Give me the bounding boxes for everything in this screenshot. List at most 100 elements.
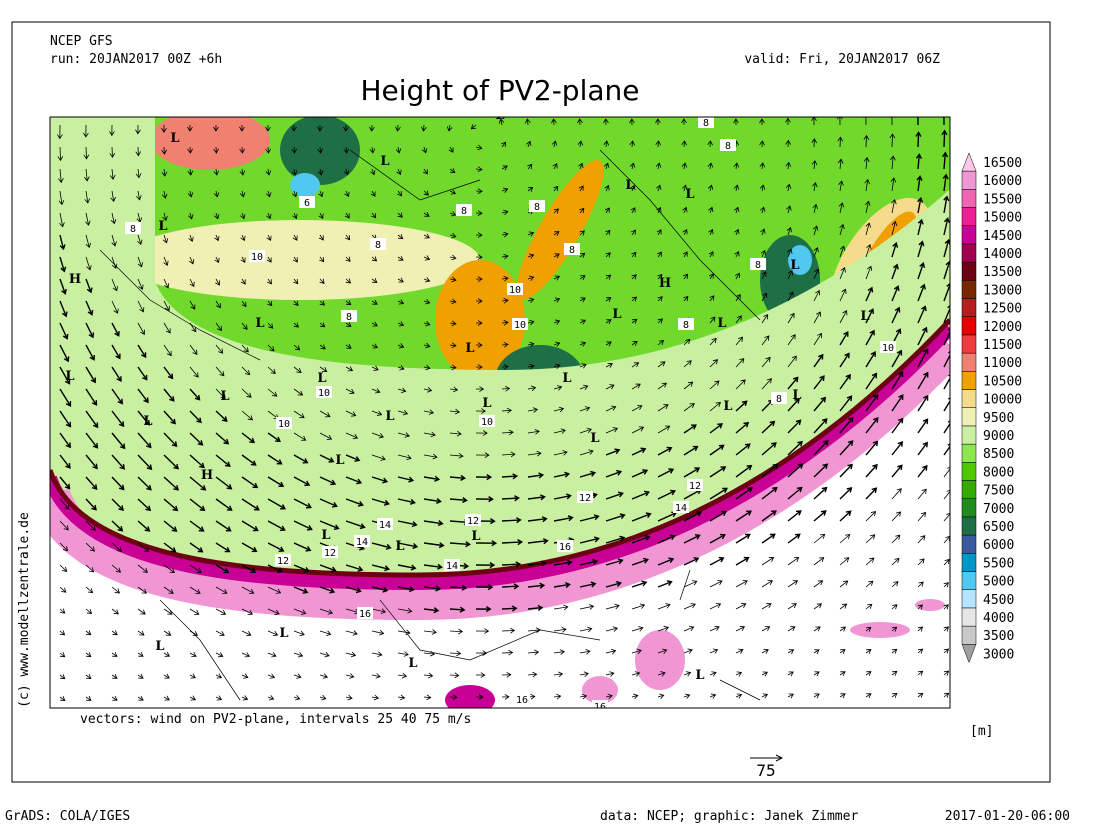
wind-arrow xyxy=(163,322,171,334)
wind-arrow xyxy=(137,234,143,246)
wind-arrow xyxy=(683,511,703,522)
wind-arrow xyxy=(631,693,639,700)
wind-arrow xyxy=(839,603,848,610)
wind-arrow xyxy=(163,432,178,448)
wind-arrow xyxy=(683,603,696,610)
wind-arrow xyxy=(527,341,535,348)
timestamp: 2017-01-20-06:00 xyxy=(945,809,1070,824)
wind-arrow xyxy=(631,469,649,478)
wind-arrow xyxy=(682,251,688,258)
wind-arrow xyxy=(785,139,791,148)
wind-arrow xyxy=(319,608,334,615)
wind-arrow xyxy=(319,432,333,440)
wind-arrow xyxy=(785,183,792,192)
contour-label-box xyxy=(444,559,460,571)
wind-arrow xyxy=(293,278,299,285)
contour-label: 10 xyxy=(481,417,493,428)
contour-label: 10 xyxy=(278,419,290,430)
wind-arrow xyxy=(111,322,120,337)
wind-arrow xyxy=(501,187,509,193)
contour-label: 8 xyxy=(461,206,467,217)
wind-arrow xyxy=(943,670,950,676)
pressure-center: L xyxy=(625,178,634,193)
pressure-center: L xyxy=(471,529,480,544)
wind-arrow xyxy=(657,318,663,324)
wind-arrow xyxy=(813,396,827,412)
pressure-center: L xyxy=(143,414,152,429)
wind-arrow xyxy=(293,432,307,441)
wind-arrow xyxy=(109,124,115,137)
wind-arrow xyxy=(397,343,405,349)
wind-arrow xyxy=(59,322,69,340)
wind-arrow xyxy=(553,275,561,281)
contour-label-box xyxy=(370,238,386,250)
wind-arrow xyxy=(215,432,230,445)
wind-arrow xyxy=(813,580,824,588)
wind-arrow xyxy=(189,278,195,288)
wind-arrow xyxy=(371,673,381,679)
pressure-center: L xyxy=(385,409,394,424)
colorbar-label: 5000 xyxy=(983,575,1014,590)
wind-arrow xyxy=(631,626,644,632)
colorbar-label: 16000 xyxy=(983,174,1022,189)
wind-arrow xyxy=(59,476,71,490)
wind-arrow xyxy=(865,222,871,236)
wind-arrow xyxy=(265,168,272,176)
wind-arrow xyxy=(85,366,96,384)
wind-arrow xyxy=(345,476,363,485)
wind-arrow xyxy=(709,580,723,588)
pressure-center: L xyxy=(695,668,704,683)
wind-arrow xyxy=(579,449,594,456)
wind-arrow xyxy=(345,586,362,594)
wind-arrow xyxy=(839,440,854,456)
wind-arrow xyxy=(189,652,197,658)
wind-arrow xyxy=(189,673,196,679)
wind-arrow xyxy=(579,319,586,325)
wind-arrow xyxy=(345,694,353,701)
colorbar-swatch xyxy=(961,589,977,609)
wind-arrow xyxy=(371,343,379,349)
wind-arrow xyxy=(603,118,609,126)
wind-arrow xyxy=(241,366,251,376)
wind-arrow xyxy=(579,536,600,544)
wind-arrow xyxy=(213,146,219,154)
wind-arrow xyxy=(526,140,532,148)
wind-arrow xyxy=(683,467,701,478)
wind-arrow xyxy=(83,124,89,138)
wind-arrow xyxy=(161,190,168,199)
wind-arrow xyxy=(318,190,324,198)
wind-arrow xyxy=(59,454,71,469)
wind-arrow xyxy=(579,693,588,700)
contour-label-box xyxy=(316,386,332,398)
wind-arrow xyxy=(579,297,586,303)
wind-arrow xyxy=(761,693,769,699)
wind-arrow xyxy=(215,673,223,679)
wind-arrow xyxy=(475,430,488,436)
wind-arrow xyxy=(865,648,872,654)
wind-arrow xyxy=(85,256,92,271)
wind-arrow xyxy=(265,190,272,198)
wind-arrow xyxy=(865,626,872,632)
wind-arrow xyxy=(787,291,794,302)
wind-arrow xyxy=(683,580,698,588)
wind-arrow xyxy=(137,454,153,471)
wind-arrow xyxy=(865,308,875,324)
wind-arrow xyxy=(475,452,490,458)
wind-arrow xyxy=(787,376,799,390)
wind-arrow xyxy=(838,180,844,192)
wind-arrow xyxy=(59,212,65,228)
wind-arrow xyxy=(527,671,538,678)
wind-arrow xyxy=(787,671,794,677)
wind-arrow xyxy=(163,564,175,573)
wind-arrow xyxy=(787,355,797,368)
colorbar-label: 10000 xyxy=(983,393,1022,408)
wind-arrow xyxy=(579,363,587,369)
contour-label-box xyxy=(479,415,495,427)
wind-arrow xyxy=(553,471,571,478)
wind-arrow xyxy=(109,168,116,180)
wind-arrow xyxy=(343,124,349,132)
wind-arrow xyxy=(735,625,746,632)
wind-arrow xyxy=(501,209,509,216)
pressure-center: L xyxy=(279,626,288,641)
contour-label-box xyxy=(687,479,703,491)
